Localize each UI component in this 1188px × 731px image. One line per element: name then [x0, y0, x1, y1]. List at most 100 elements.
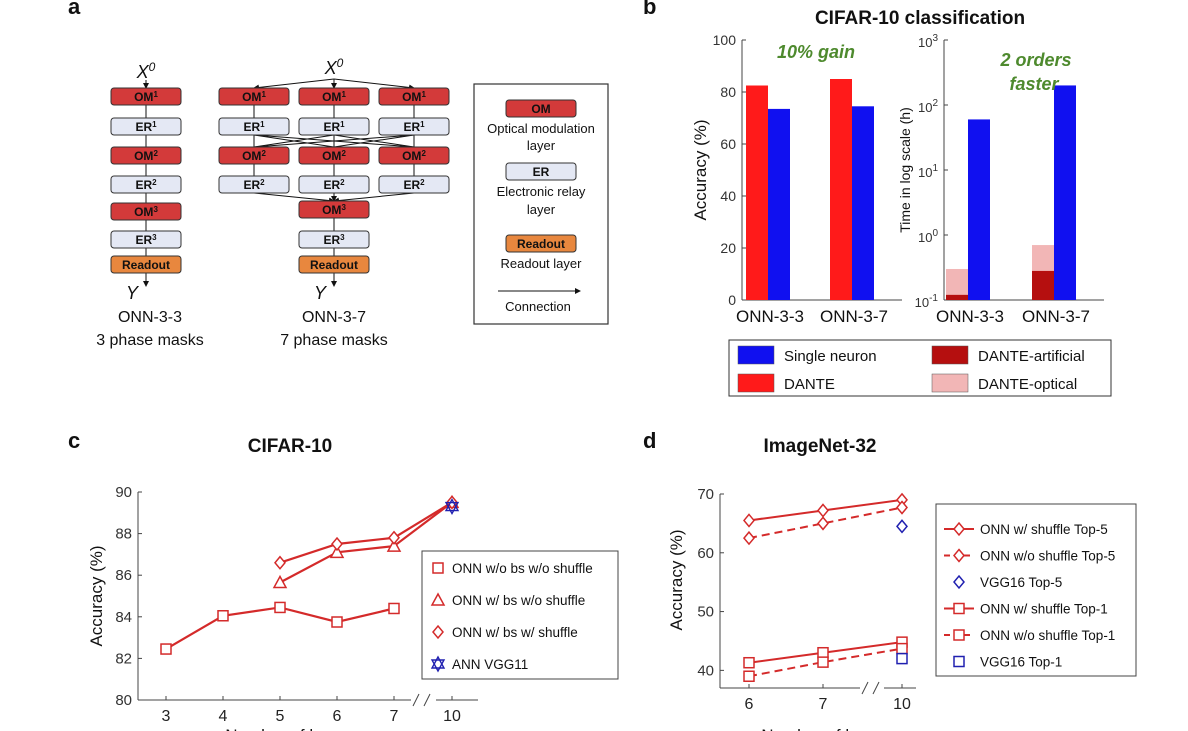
chart-c-point-3-0 — [444, 498, 460, 512]
legend-om-text1: Optical modulation — [487, 121, 595, 136]
chart-b-legend-swatch-0 — [737, 345, 775, 365]
legend-readout-text: Readout layer — [501, 256, 583, 271]
chart-c-xtick-label: 10 — [443, 708, 461, 725]
right-er2-box-2-label: ER2 — [403, 178, 425, 192]
chart-c-point-1-0 — [272, 574, 288, 589]
chart-c-xtick-label: 5 — [276, 708, 285, 725]
left-om2-box-label: OM2 — [134, 149, 158, 163]
chart-d-xlabel: Number of layers — [761, 726, 890, 731]
chart-c-legend-marker-3 — [430, 655, 446, 669]
chart-b-legend-label-2: DANTE-artificial — [978, 348, 1085, 365]
chart-b-legend-label-1: DANTE — [784, 376, 835, 393]
right-om1-box-0-label: OM1 — [242, 90, 266, 104]
chart-c-legend-marker-3-b — [430, 659, 446, 673]
chart-c-point-2-2 — [388, 530, 400, 545]
left-om1-box — [110, 87, 182, 106]
chart-c-point-0-4 — [388, 602, 400, 615]
chart-d-point-3-0 — [743, 656, 755, 669]
chart-c-xtick-label: 3 — [162, 708, 171, 725]
legend-er-box — [505, 162, 577, 181]
right-om2-box-1 — [298, 146, 370, 165]
right-om3-box-label: OM3 — [322, 203, 346, 217]
left-om1-box-label: OM1 — [134, 90, 158, 104]
chart-d-axis-break-1 — [861, 681, 869, 695]
right-model-desc: 7 phase masks — [280, 332, 388, 349]
legend-om-box-label: OM — [531, 102, 550, 116]
chart-c-legend-label-3: ANN VGG11 — [452, 657, 528, 672]
bar-single-neuron-0 — [768, 108, 790, 301]
chart-b2-ytick-label: 10-1 — [915, 293, 939, 310]
panel-label-d: d — [643, 428, 657, 453]
chart-b1-ytick-label: 80 — [720, 84, 736, 100]
chart-d-point-4-2 — [896, 642, 908, 655]
chart-c-axis-break-1 — [412, 693, 420, 707]
right-er2-box-0-label: ER2 — [243, 178, 265, 192]
left-er2-box-label: ER2 — [135, 178, 157, 192]
chart-b-legend-frame — [728, 339, 1112, 397]
chart-b2-ytick-label: 101 — [918, 163, 938, 180]
right-input-x0: X0 — [324, 56, 344, 78]
panel-label-b: b — [643, 0, 657, 19]
right-merge-2 — [333, 192, 415, 204]
chart-b1-annotation: 10% gain — [777, 42, 855, 62]
right-om2-box-0 — [218, 146, 290, 165]
chart-b1-ytick-label: 0 — [728, 292, 736, 308]
chart-c-legend-marker-1 — [430, 592, 446, 606]
chart-b2-annotation-line1: 2 orders — [999, 50, 1071, 70]
chart-c-point-3-0-b — [444, 501, 460, 516]
chart-d-ytick-label: 60 — [697, 545, 714, 562]
chart-b1-ytick-label: 40 — [720, 188, 736, 204]
chart-c-xtick-label: 6 — [333, 708, 342, 725]
chart-d-legend-marker-0 — [953, 521, 965, 537]
left-output-y: Y — [126, 283, 140, 303]
right-om2-box-2 — [378, 146, 450, 165]
chart-d-axis-break-2 — [872, 681, 880, 695]
chart-d-legend-marker-3 — [953, 602, 965, 615]
chart-c-ylabel: Accuracy (%) — [87, 545, 106, 646]
right-model-name: ONN-3-7 — [302, 309, 366, 326]
right-er1-box-2 — [378, 117, 450, 136]
chart-b2-ytick-label: 100 — [918, 228, 938, 245]
right-om1-box-2 — [378, 87, 450, 106]
left-er2-box — [110, 175, 182, 194]
chart-d-xtick-label: 6 — [745, 696, 754, 713]
chart-d-legend-label-1: ONN w/o shuffle Top-5 — [980, 549, 1115, 564]
chart-b2-annotation-line2: faster — [1009, 74, 1059, 94]
right-er1-box-2-label: ER1 — [403, 120, 425, 134]
right-shuffle-1-0 — [253, 134, 335, 148]
chart-d-point-1-2 — [896, 500, 908, 515]
chart-c-line-2 — [279, 501, 453, 564]
chart-c-point-1-2 — [386, 538, 402, 552]
diagram-legend-frame — [473, 83, 609, 325]
chart-c-legend-marker-0 — [432, 562, 444, 574]
chart-d-point-0-1 — [817, 503, 829, 518]
bar-dante-1 — [830, 79, 852, 300]
chart-b-legend-label-3: DANTE-optical — [978, 376, 1077, 393]
right-fan-in-0 — [253, 78, 335, 91]
right-fan-in-2 — [333, 78, 415, 91]
right-readout-box — [298, 255, 370, 274]
chart-b2-ytick-label: 102 — [918, 98, 938, 115]
left-er1-box — [110, 117, 182, 136]
bar-dante-0 — [746, 85, 768, 300]
left-er3-box — [110, 230, 182, 249]
left-readout-box — [110, 255, 182, 274]
chart-b1-xtick-label: ONN-3-7 — [820, 307, 888, 326]
chart-c-line-1 — [279, 501, 453, 584]
left-model-name: ONN-3-3 — [118, 309, 182, 326]
chart-c-point-0-0 — [160, 643, 172, 655]
right-om2-box-2-label: OM2 — [402, 149, 426, 163]
chart-c-point-2-0 — [274, 555, 286, 570]
right-om2-box-0-label: OM2 — [242, 149, 266, 163]
left-om2-box — [110, 146, 182, 165]
chart-c-xtick-label: 7 — [390, 708, 399, 725]
chart-d-ytick-label: 40 — [697, 662, 714, 679]
chart-d-legend-frame — [935, 503, 1137, 677]
chart-c-legend-label-0: ONN w/o bs w/o shuffle — [452, 561, 593, 576]
chart-c-ytick-label: 90 — [115, 484, 132, 501]
right-shuffle-2-0 — [253, 134, 415, 148]
chart-b1-ytick-label: 100 — [713, 32, 737, 48]
